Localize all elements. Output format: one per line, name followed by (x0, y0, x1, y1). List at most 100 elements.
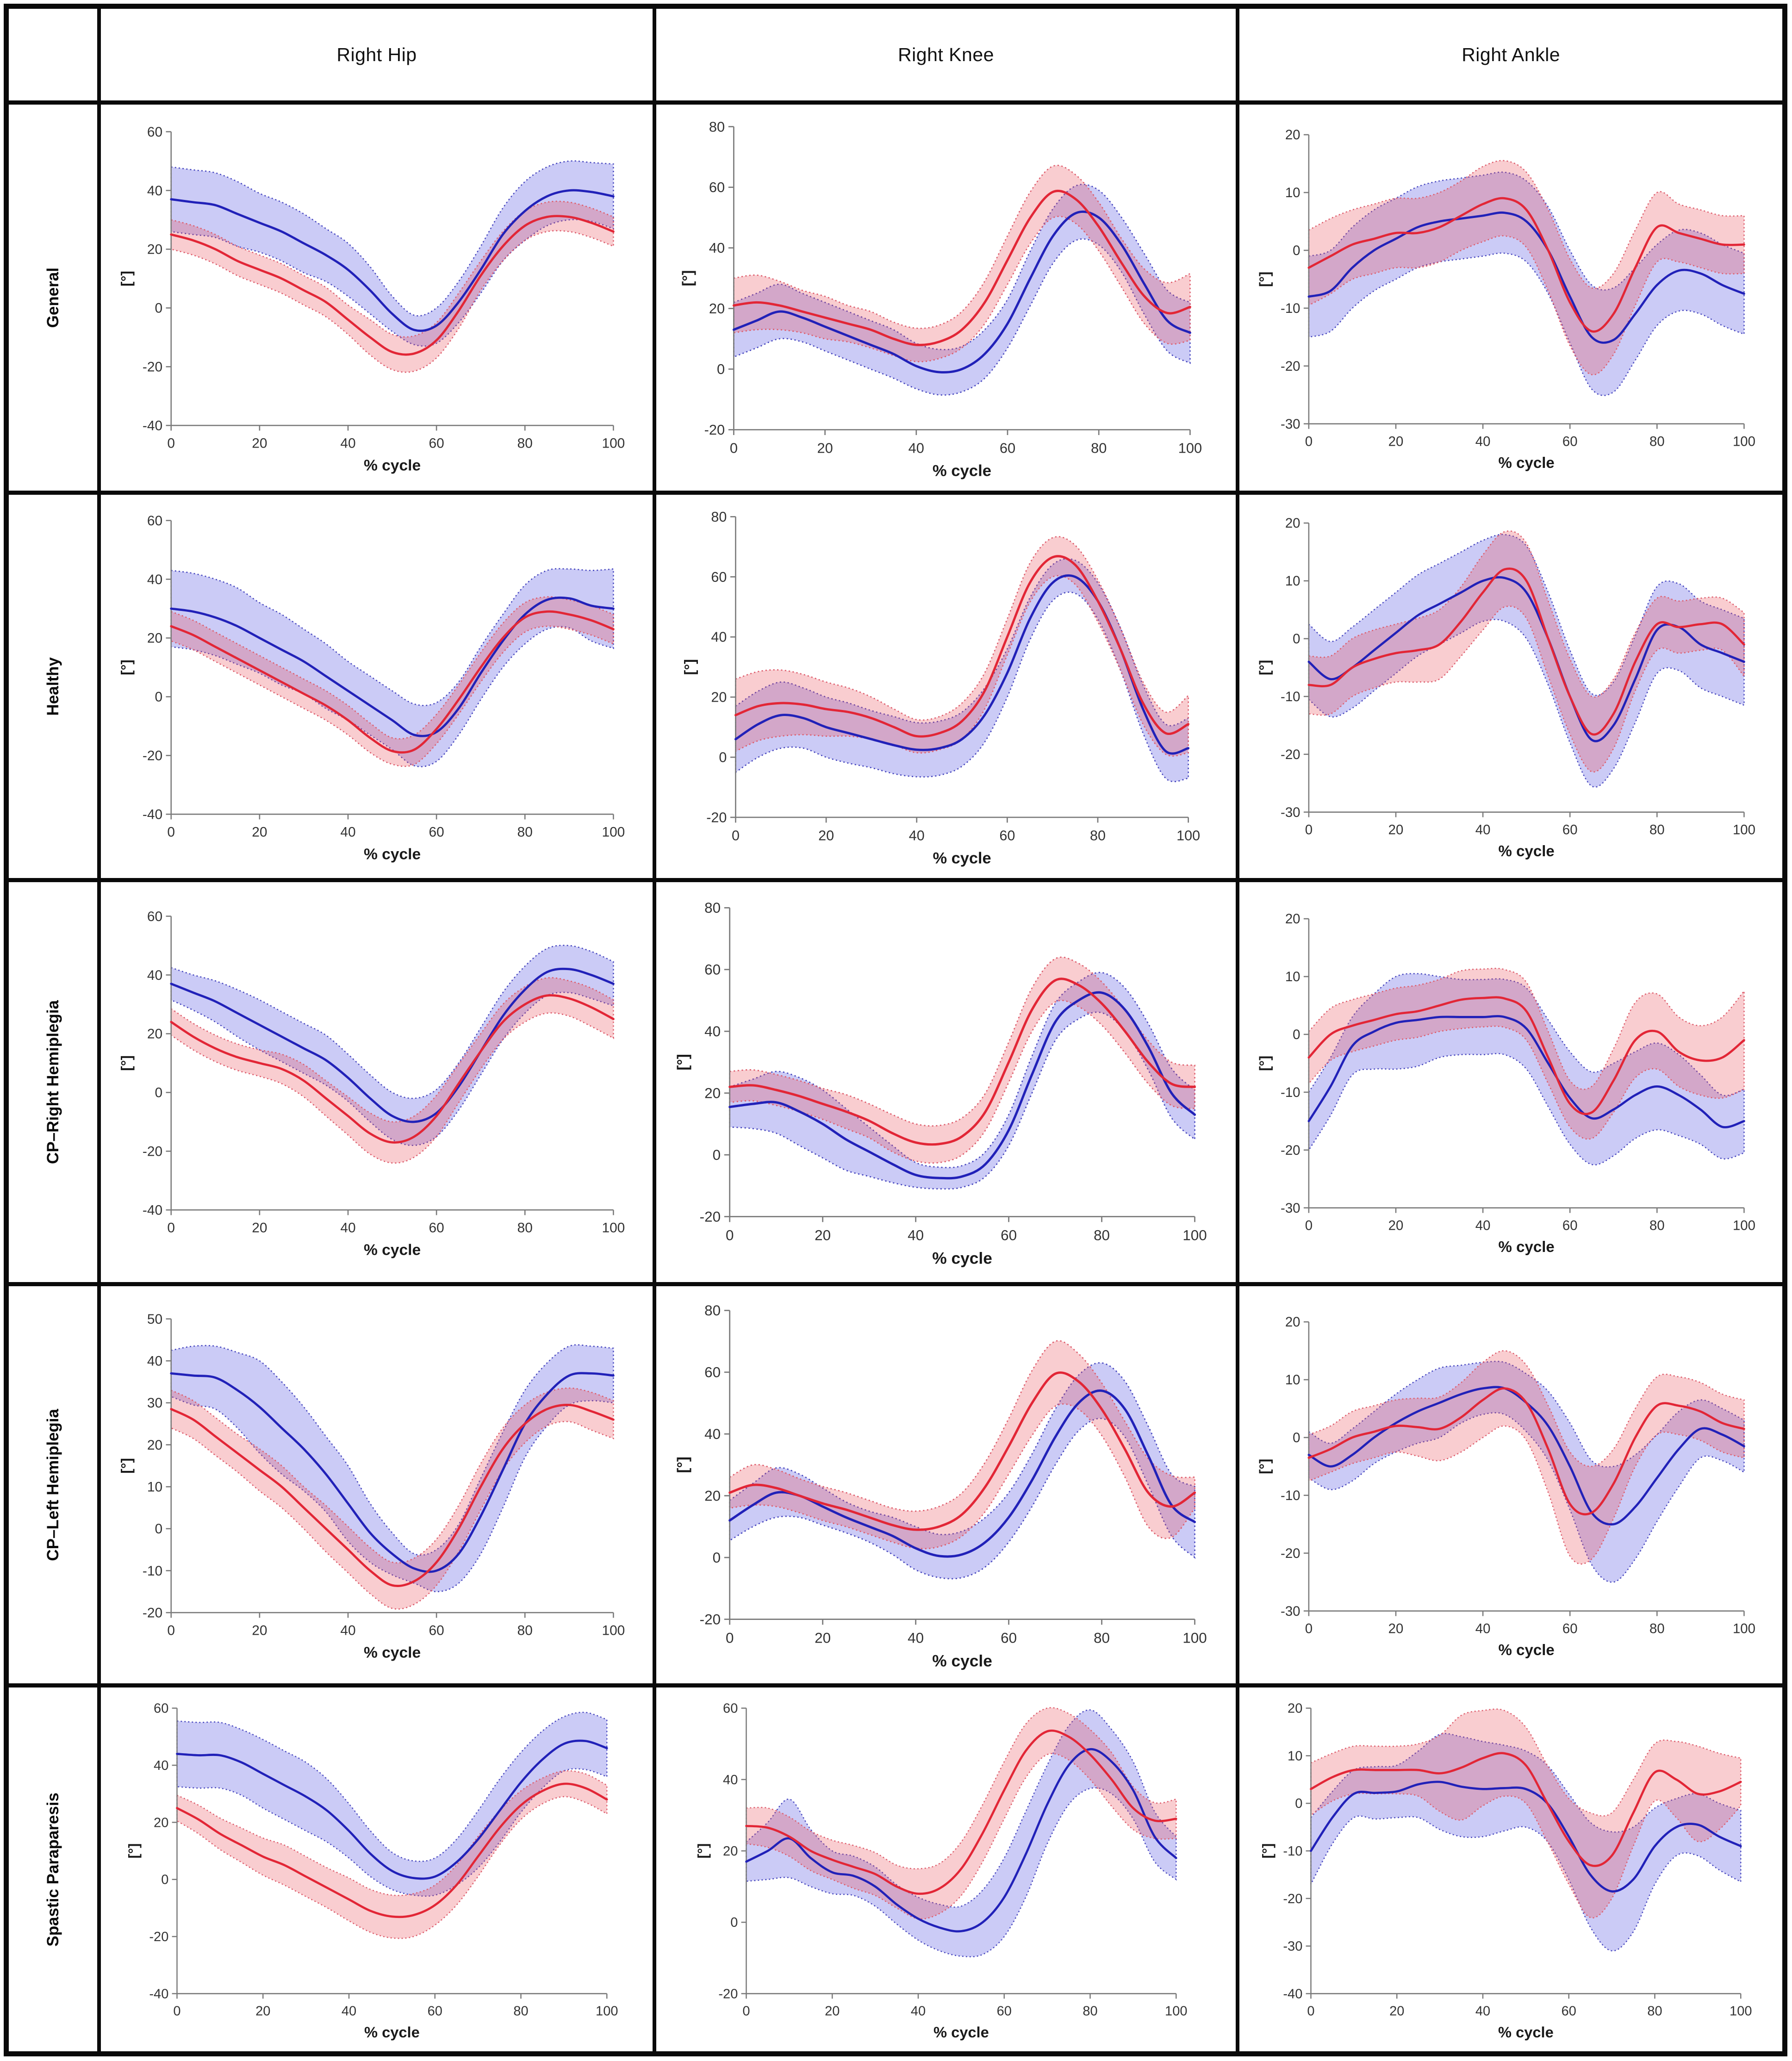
gait-chart-svg: 80 60 40 20 0 -20 0 20 40 60 80 100 % cycle [°] (681, 509, 1200, 867)
svg-text:40: 40 (147, 968, 162, 983)
svg-text:-10: -10 (143, 1563, 162, 1579)
svg-text:20: 20 (252, 1220, 267, 1236)
svg-text:% cycle: % cycle (364, 457, 421, 474)
svg-text:[°]: [°] (125, 1843, 142, 1859)
svg-text:100: 100 (1732, 1218, 1755, 1233)
svg-text:40: 40 (340, 1623, 355, 1638)
svg-text:-40: -40 (143, 1202, 162, 1218)
svg-text:0: 0 (713, 1550, 721, 1566)
svg-text:-30: -30 (1283, 1939, 1303, 1954)
row-label: CP–Left Hemiplegia (44, 1409, 62, 1561)
svg-text:20: 20 (704, 1488, 721, 1504)
svg-text:[°]: [°] (118, 1458, 135, 1474)
svg-text:60: 60 (429, 1623, 444, 1638)
gait-chart-svg: 80 60 40 20 0 -20 0 20 40 60 80 100 % cycle [°] (679, 118, 1202, 479)
svg-text:60: 60 (427, 2004, 442, 2019)
svg-text:0: 0 (167, 436, 175, 451)
svg-text:% cycle: % cycle (364, 1644, 421, 1662)
svg-text:0: 0 (717, 361, 725, 377)
chart-cp-right-hemiplegia-right-knee: 80 60 40 20 0 -20 0 20 40 60 80 100 % cycle [°] (656, 882, 1240, 1287)
svg-text:% cycle: % cycle (1498, 1239, 1554, 1256)
column-header-label: Right Hip (336, 44, 417, 65)
svg-text:[°]: [°] (118, 1055, 135, 1071)
svg-text:40: 40 (154, 1758, 168, 1773)
svg-text:100: 100 (602, 1623, 625, 1638)
svg-text:0: 0 (173, 2004, 180, 2019)
svg-text:20: 20 (154, 1816, 168, 1831)
svg-text:60: 60 (147, 125, 162, 140)
svg-text:40: 40 (342, 2004, 356, 2019)
svg-text:60: 60 (704, 1364, 721, 1381)
svg-text:100: 100 (602, 436, 625, 451)
svg-text:40: 40 (147, 572, 162, 587)
svg-text:-30: -30 (1281, 1603, 1300, 1619)
svg-text:100: 100 (1732, 434, 1755, 449)
svg-text:0: 0 (1293, 1430, 1300, 1445)
svg-text:80: 80 (513, 2004, 528, 2019)
row-label: General (44, 268, 62, 328)
svg-text:60: 60 (1562, 822, 1577, 838)
svg-text:80: 80 (704, 900, 721, 916)
svg-text:[°]: [°] (1257, 660, 1273, 675)
chart-cp-right-hemiplegia-right-ankle: 20 10 0 -10 -20 -30 0 20 40 60 80 100% cycle [°] (1239, 882, 1782, 1287)
svg-text:0: 0 (726, 1227, 734, 1243)
svg-text:-20: -20 (704, 422, 725, 438)
svg-text:[°]: [°] (695, 1843, 711, 1859)
svg-text:20: 20 (704, 1085, 721, 1101)
svg-text:0: 0 (155, 1085, 162, 1101)
chart-healthy-right-ankle: 20 10 0 -10 -20 -30 0 20 40 60 80 100% cycle [°] (1239, 495, 1782, 882)
svg-text:% cycle: % cycle (1498, 843, 1554, 860)
svg-text:60: 60 (1001, 1227, 1017, 1243)
svg-text:40: 40 (1475, 2004, 1490, 2019)
svg-text:40: 40 (1475, 1218, 1490, 1233)
svg-text:100: 100 (1732, 1621, 1755, 1636)
svg-text:20: 20 (147, 1027, 162, 1042)
chart-healthy-right-hip: 60 40 20 0 -20 -40 0 20 40 60 80 100 % cycle [°] (101, 495, 656, 882)
svg-text:20: 20 (255, 2004, 270, 2019)
svg-text:[°]: [°] (675, 1457, 692, 1473)
svg-text:60: 60 (996, 2004, 1011, 2019)
svg-text:-20: -20 (706, 809, 727, 825)
svg-text:10: 10 (1288, 1749, 1302, 1764)
svg-text:-30: -30 (1281, 416, 1300, 431)
svg-text:20: 20 (1388, 1218, 1403, 1233)
svg-text:0: 0 (161, 1873, 168, 1887)
svg-text:60: 60 (723, 1701, 738, 1716)
column-header-label: Right Ankle (1462, 44, 1561, 65)
svg-text:100: 100 (1730, 2004, 1752, 2019)
svg-text:-20: -20 (1281, 747, 1300, 762)
svg-text:[°]: [°] (118, 271, 135, 286)
gait-chart-svg: 60 40 20 0 -20 0 20 40 60 80 100 % cycle [°] (695, 1701, 1187, 2041)
svg-text:20: 20 (1388, 434, 1403, 449)
svg-text:0: 0 (726, 1630, 734, 1646)
svg-text:-20: -20 (1283, 1892, 1303, 1906)
svg-text:40: 40 (1475, 822, 1490, 838)
svg-text:-30: -30 (1281, 1201, 1300, 1216)
svg-text:20: 20 (1390, 2004, 1405, 2019)
svg-text:-40: -40 (1283, 1987, 1303, 2002)
svg-text:60: 60 (1562, 1621, 1577, 1636)
svg-text:-20: -20 (718, 1987, 738, 2002)
column-header-right-hip: Right Hip (101, 9, 656, 105)
chart-general-right-knee: 80 60 40 20 0 -20 0 20 40 60 80 100 % cycle [°] (656, 105, 1240, 495)
row-label: CP–Right Hemiplegia (44, 1000, 62, 1164)
svg-text:-20: -20 (700, 1208, 721, 1225)
svg-text:50: 50 (147, 1312, 162, 1327)
svg-text:[°]: [°] (118, 660, 135, 675)
svg-text:-40: -40 (143, 807, 162, 822)
chart-spastic-paraparesis-right-ankle: 20 10 0 -10 -20 -30 -40 0 20 40 60 80 100% cycle [°] (1239, 1687, 1782, 2051)
svg-text:-40: -40 (143, 418, 162, 434)
svg-text:80: 80 (1083, 2004, 1097, 2019)
svg-text:% cycle: % cycle (1498, 2024, 1554, 2041)
svg-text:60: 60 (704, 961, 721, 978)
svg-text:10: 10 (1285, 185, 1300, 200)
svg-text:-10: -10 (1283, 1844, 1303, 1859)
svg-text:60: 60 (429, 1220, 444, 1236)
row-label-cp-right-hemiplegia: CP–Right Hemiplegia (9, 882, 101, 1287)
svg-text:40: 40 (340, 1220, 355, 1236)
svg-text:80: 80 (711, 509, 727, 525)
column-header-right-ankle: Right Ankle (1239, 9, 1782, 105)
